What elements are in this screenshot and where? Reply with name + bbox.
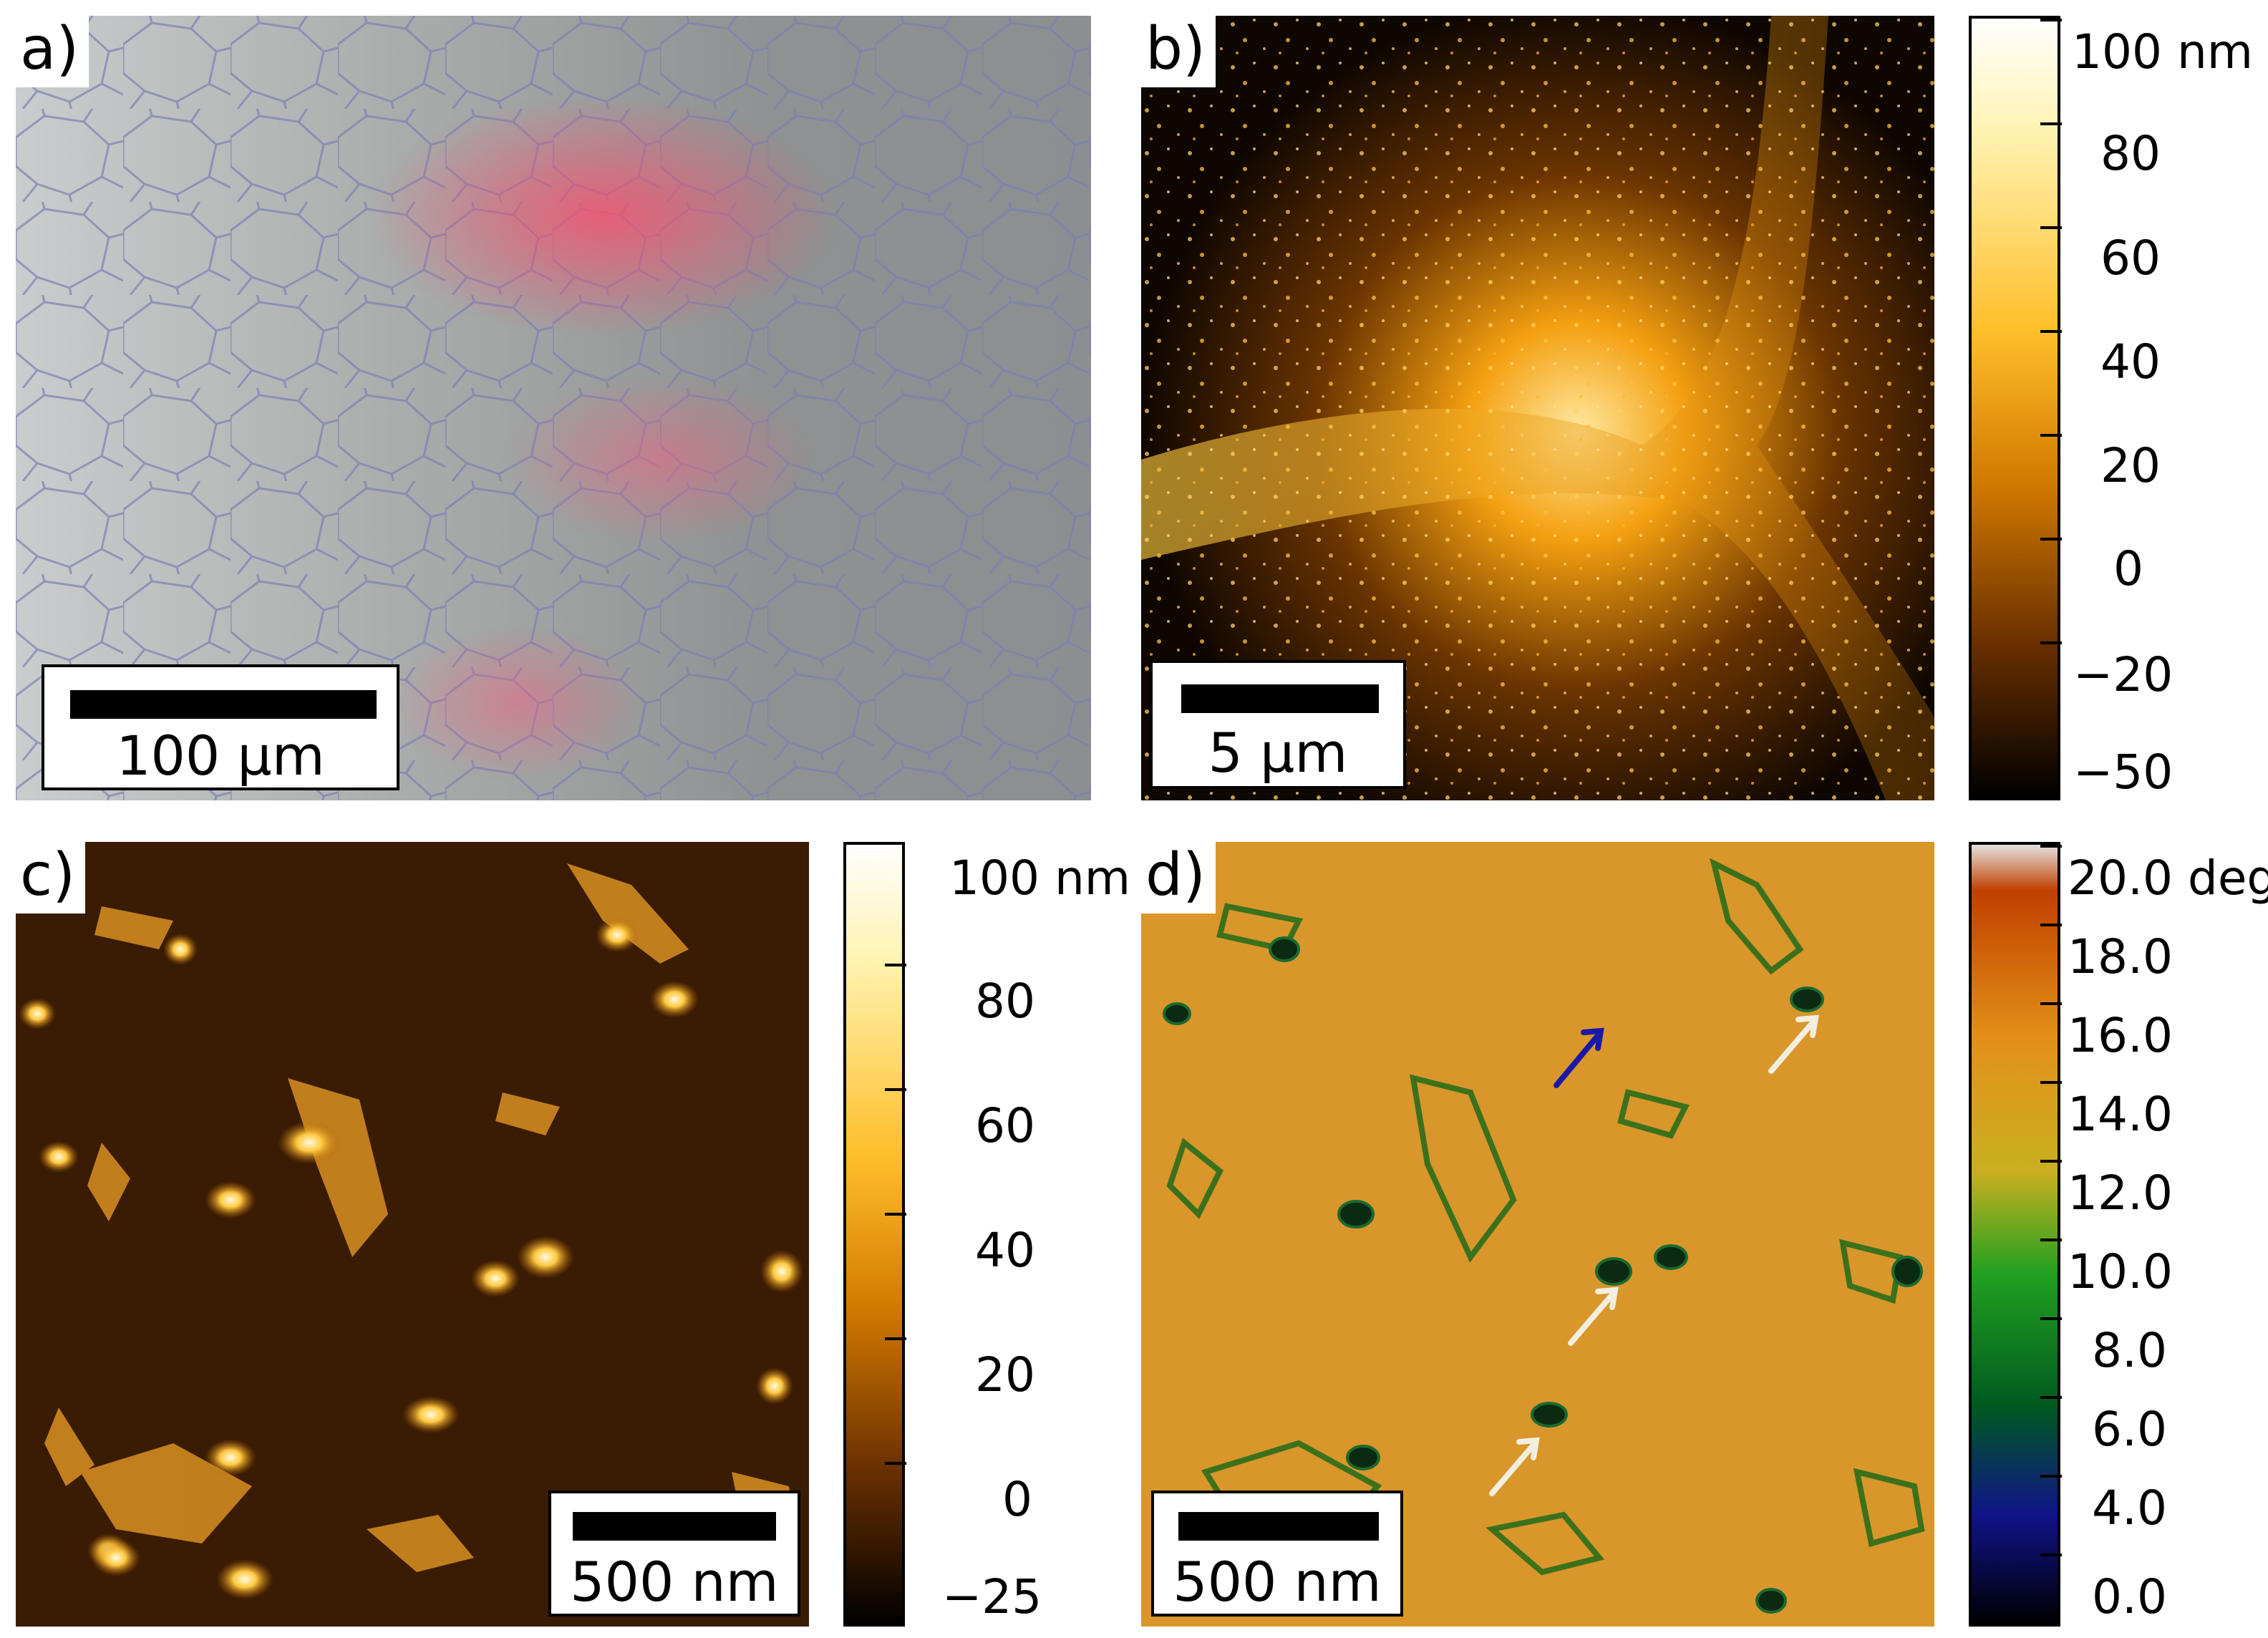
colorbar-c-tick-label: 40 <box>975 1223 1035 1278</box>
afm-phase-image-d <box>1141 842 1934 1627</box>
colorbar-d-tick-label: 16.0 <box>2068 1008 2173 1063</box>
scale-bar-d: 500 nm <box>1151 1491 1403 1617</box>
optical-micrograph-panel: a) 100 μm <box>16 16 1091 800</box>
colorbar-b-tick-label: 20 <box>2100 438 2161 493</box>
afm-height-panel-b: b) 5 μm <box>1141 16 1934 800</box>
colorbar-b-tick-label: 60 <box>2100 231 2161 286</box>
colorbar-c-tick-label: 80 <box>975 974 1035 1029</box>
afm-height-image-b <box>1141 16 1934 800</box>
colorbar-c-gradient <box>843 842 905 1627</box>
colorbar-c-tick-label: 0 <box>1002 1472 1032 1527</box>
panel-b-label: b) <box>1141 16 1216 87</box>
colorbar-b-tick-label: 40 <box>2100 334 2161 389</box>
scale-bar-c: 500 nm <box>548 1491 800 1617</box>
scale-bar-label: 500 nm <box>570 1550 779 1614</box>
colorbar-c-tick-label: 60 <box>975 1098 1035 1153</box>
afm-phase-panel-d: d) 500 nm <box>1141 842 1934 1627</box>
colorbar-d-tick-label: 6.0 <box>2092 1402 2167 1457</box>
colorbar-b-tick-label: 0 <box>2113 541 2143 596</box>
colorbar-c-tick-label: 20 <box>975 1347 1035 1402</box>
panel-a-label: a) <box>16 16 89 87</box>
panel-c-label: c) <box>16 842 86 914</box>
colorbar-d-tick-label: 14.0 <box>2068 1087 2173 1142</box>
colorbar-d-tick-label: 4.0 <box>2092 1480 2167 1536</box>
colorbar-c-tick-label: −25 <box>942 1569 1042 1624</box>
colorbar-d-tick-label: 10.0 <box>2068 1244 2173 1299</box>
panel-d-label: d) <box>1141 842 1216 914</box>
colorbar-b-tick-label: −50 <box>2073 745 2174 800</box>
colorbar-d-tick-label: 12.0 <box>2068 1166 2173 1221</box>
scale-bar-a: 100 μm <box>42 664 399 790</box>
scale-bar-line <box>573 1512 776 1541</box>
scale-bar-line <box>1181 684 1379 713</box>
colorbar-d-tick-label: 18.0 <box>2068 929 2173 984</box>
scale-bar-line <box>70 690 377 719</box>
colorbar-b-gradient <box>1969 16 2060 800</box>
colorbar-b-tick-label: −20 <box>2073 647 2174 702</box>
colorbar-d-tick-label: 0.0 <box>2092 1569 2167 1624</box>
colorbar-d-tick-label: 8.0 <box>2092 1323 2167 1378</box>
colorbar-c-tick-label: 100 nm <box>949 850 1131 906</box>
scale-bar-line <box>1178 1512 1379 1541</box>
scale-bar-label: 500 nm <box>1173 1550 1382 1614</box>
scale-bar-label: 100 μm <box>116 724 325 788</box>
colorbar-d-tick-label: 20.0 deg <box>2068 850 2268 906</box>
colorbar-b-tick-label: 100 nm <box>2072 24 2254 79</box>
afm-height-panel-c: c) 500 nm <box>16 842 809 1627</box>
colorbar-d-gradient <box>1969 842 2060 1627</box>
scale-bar-b: 5 μm <box>1150 660 1406 789</box>
scale-bar-label: 5 μm <box>1208 721 1348 785</box>
colorbar-b-tick-label: 80 <box>2100 126 2161 181</box>
